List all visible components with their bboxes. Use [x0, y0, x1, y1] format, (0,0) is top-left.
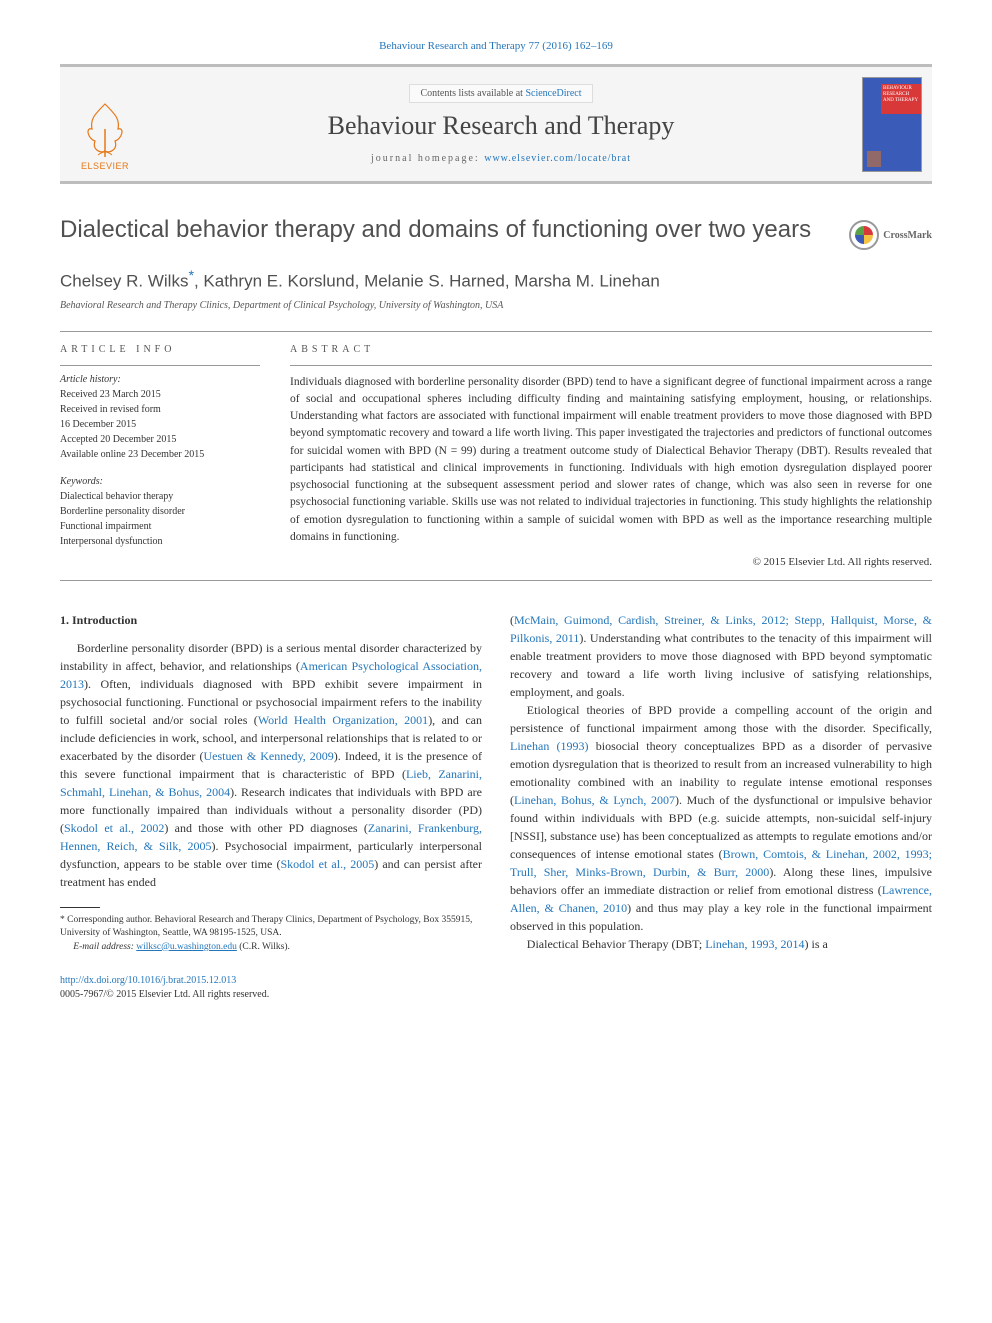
doi-link[interactable]: http://dx.doi.org/10.1016/j.brat.2015.12…: [60, 975, 236, 986]
intro-heading: 1. Introduction: [60, 611, 482, 629]
author-primary: Chelsey R. Wilks: [60, 272, 188, 291]
abstract-label: ABSTRACT: [290, 344, 932, 355]
history-item: 16 December 2015: [60, 417, 260, 432]
publisher-name: ELSEVIER: [81, 161, 129, 171]
body-paragraph: Dialectical Behavior Therapy (DBT; Lineh…: [510, 935, 932, 953]
article-title: Dialectical behavior therapy and domains…: [60, 214, 829, 245]
history-item: Accepted 20 December 2015: [60, 432, 260, 447]
cover-title: BEHAVIOUR RESEARCH AND THERAPY: [881, 84, 921, 114]
keyword: Dialectical behavior therapy: [60, 489, 260, 504]
abstract-copyright: © 2015 Elsevier Ltd. All rights reserved…: [290, 556, 932, 568]
keyword: Functional impairment: [60, 519, 260, 534]
article-info-label: ARTICLE INFO: [60, 344, 260, 355]
sciencedirect-link[interactable]: ScienceDirect: [525, 88, 581, 99]
body-paragraph: Etiological theories of BPD provide a co…: [510, 701, 932, 935]
bottom-info: http://dx.doi.org/10.1016/j.brat.2015.12…: [60, 974, 932, 1002]
crossmark-icon: [849, 220, 879, 250]
contents-available: Contents lists available at ScienceDirec…: [409, 84, 592, 103]
keyword: Interpersonal dysfunction: [60, 534, 260, 549]
body-column-left: 1. Introduction Borderline personality d…: [60, 611, 482, 954]
issn-copyright: 0005-7967/© 2015 Elsevier Ltd. All right…: [60, 989, 269, 1000]
citation-link[interactable]: Linehan, Bohus, & Lynch, 2007: [514, 793, 675, 807]
homepage-link[interactable]: www.elsevier.com/locate/brat: [484, 153, 631, 164]
email-footnote: E-mail address: wilksc@u.washington.edu …: [60, 941, 482, 954]
abstract-column: ABSTRACT Individuals diagnosed with bord…: [290, 344, 932, 569]
homepage-prefix: journal homepage:: [371, 153, 484, 164]
journal-name: Behaviour Research and Therapy: [328, 111, 675, 141]
citation-line: Behaviour Research and Therapy 77 (2016)…: [60, 40, 932, 52]
contents-prefix: Contents lists available at: [420, 88, 525, 99]
journal-header: ELSEVIER Contents lists available at Sci…: [60, 64, 932, 184]
citation-link[interactable]: Skodol et al., 2002: [64, 821, 164, 835]
citation-link[interactable]: World Health Organization, 2001: [258, 713, 428, 727]
crossmark-label: CrossMark: [883, 230, 932, 241]
email-label: E-mail address:: [73, 942, 136, 952]
body-column-right: (McMain, Guimond, Cardish, Streiner, & L…: [510, 611, 932, 954]
divider: [60, 580, 932, 581]
article-info-column: ARTICLE INFO Article history: Received 2…: [60, 344, 260, 569]
crossmark-button[interactable]: CrossMark: [849, 220, 932, 250]
divider: [60, 331, 932, 332]
history-label: Article history:: [60, 374, 260, 385]
journal-homepage: journal homepage: www.elsevier.com/locat…: [371, 153, 631, 164]
citation-link[interactable]: Linehan, 1993, 2014: [705, 937, 804, 951]
publisher-logo[interactable]: ELSEVIER: [60, 67, 150, 181]
citation-link[interactable]: Skodol et al., 2005: [280, 857, 374, 871]
body-paragraph: Borderline personality disorder (BPD) is…: [60, 639, 482, 891]
keyword: Borderline personality disorder: [60, 504, 260, 519]
affiliation: Behavioral Research and Therapy Clinics,…: [60, 300, 932, 311]
keywords-label: Keywords:: [60, 476, 260, 487]
elsevier-tree-icon: [80, 99, 130, 159]
cover-logo-icon: [867, 151, 881, 167]
footnote-separator: [60, 907, 100, 908]
corresponding-footnote: * Corresponding author. Behavioral Resea…: [60, 914, 482, 941]
history-item: Available online 23 December 2015: [60, 447, 260, 462]
authors-rest: , Kathryn E. Korslund, Melanie S. Harned…: [194, 272, 660, 291]
history-item: Received in revised form: [60, 402, 260, 417]
citation-link[interactable]: Uestuen & Kennedy, 2009: [203, 749, 333, 763]
email-link[interactable]: wilksc@u.washington.edu: [136, 942, 237, 952]
abstract-text: Individuals diagnosed with borderline pe…: [290, 374, 932, 547]
history-item: Received 23 March 2015: [60, 387, 260, 402]
journal-cover[interactable]: BEHAVIOUR RESEARCH AND THERAPY: [852, 67, 932, 181]
body-paragraph: (McMain, Guimond, Cardish, Streiner, & L…: [510, 611, 932, 701]
authors-line: Chelsey R. Wilks*, Kathryn E. Korslund, …: [60, 268, 932, 292]
citation-link[interactable]: Linehan (1993): [510, 739, 589, 753]
